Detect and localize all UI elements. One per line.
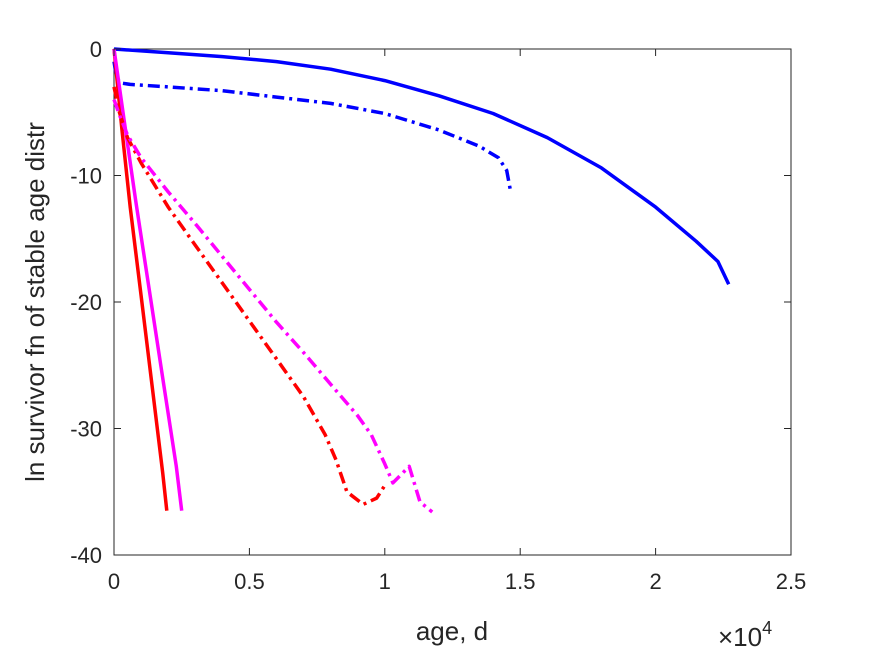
series-line-3 xyxy=(112,48,169,511)
y-tick-label: -10 xyxy=(70,164,102,189)
x-exponent-base: ×10 xyxy=(718,622,762,652)
x-exponent-label: ×104 xyxy=(718,618,772,652)
x-exponent-power: 4 xyxy=(762,618,772,638)
y-tick-label: 0 xyxy=(90,37,102,62)
x-tick-label: 2.5 xyxy=(776,569,807,594)
y-tick-label: -30 xyxy=(70,417,102,442)
x-axis-label: age, d xyxy=(416,616,488,646)
x-tick-label: 2 xyxy=(649,569,661,594)
y-tick-label: -20 xyxy=(70,290,102,315)
series-line-5 xyxy=(112,86,387,507)
y-axis-label: ln survivor fn of stable age distr xyxy=(20,122,50,482)
series-line-6 xyxy=(112,99,434,514)
series-layer xyxy=(112,47,731,514)
x-ticks: 0 0.5 1 1.5 2 2.5 xyxy=(108,49,806,594)
plot-area xyxy=(113,48,792,556)
x-tick-label: 0.5 xyxy=(234,569,265,594)
y-tick-label: -40 xyxy=(70,543,102,568)
y-ticks: 0 -10 -20 -30 -40 xyxy=(70,37,791,568)
x-tick-label: 0 xyxy=(108,569,120,594)
series-line-1 xyxy=(113,47,731,286)
series-line-2 xyxy=(112,61,513,193)
x-tick-label: 1.5 xyxy=(505,569,536,594)
x-tick-label: 1 xyxy=(379,569,391,594)
